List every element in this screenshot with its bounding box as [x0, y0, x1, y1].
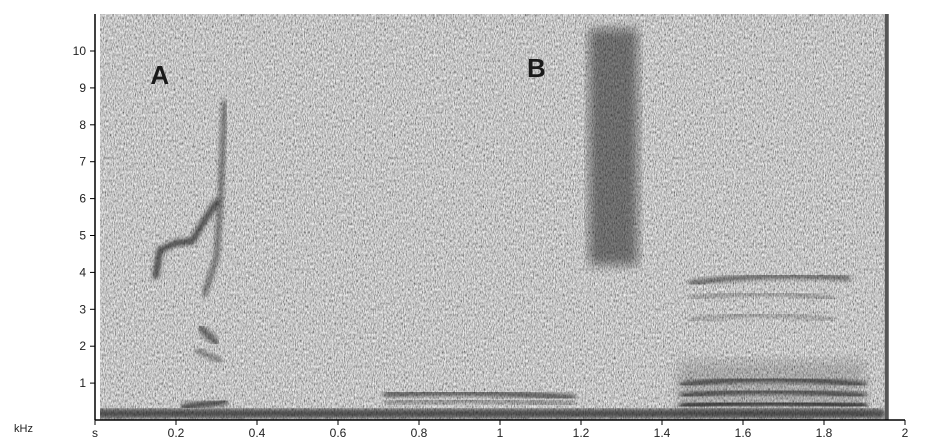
x-tick-label: 0.2: [168, 426, 185, 440]
low-energy-area: [678, 360, 865, 413]
energy-band: [180, 398, 229, 411]
y-tick-label: 9: [79, 81, 86, 95]
x-tick-label: 1.6: [735, 426, 752, 440]
annotation-label: A: [150, 60, 169, 90]
x-tick-label: 1.4: [654, 426, 671, 440]
y-tick-label: 5: [79, 229, 86, 243]
energy-band: [687, 273, 851, 286]
x-axis-ticks: s 0.2 0.4 0.6 0.8 1 1.2 1.4 1.6 1.8 2: [92, 420, 909, 440]
right-border: [884, 14, 889, 420]
y-tick-label: 10: [73, 44, 87, 58]
y-tick-label: 6: [79, 192, 86, 206]
energy-band: [383, 389, 576, 401]
energy-band: [201, 100, 228, 298]
energy-band: [196, 324, 220, 347]
energy-layer: [100, 28, 885, 419]
baseline-band: [100, 408, 885, 419]
y-tick-label: 3: [79, 302, 86, 316]
annotation-label: B: [527, 53, 546, 83]
y-axis-ticks: 1 2 3 4 5 6 7 8 9 10: [73, 44, 95, 390]
energy-band: [688, 313, 834, 322]
x-tick-label: 0.6: [330, 426, 347, 440]
x-tick-label: s: [92, 426, 98, 440]
noise-background: [100, 14, 885, 420]
y-tick-label: 4: [79, 265, 86, 279]
x-tick-label: 0.4: [249, 426, 266, 440]
energy-band: [384, 398, 575, 407]
energy-band: [688, 292, 834, 300]
x-tick-label: 0.8: [411, 426, 428, 440]
y-tick-label: 8: [79, 118, 86, 132]
fricative-burst: [589, 28, 638, 266]
plot-area: [100, 14, 885, 420]
y-unit-label: kHz: [14, 423, 33, 435]
x-tick-label: 1: [497, 426, 504, 440]
x-tick-label: 1.2: [573, 426, 590, 440]
x-tick-label: 2: [902, 426, 909, 440]
energy-band: [193, 347, 224, 364]
y-tick-label: 1: [79, 376, 86, 390]
y-tick-label: 7: [79, 155, 86, 169]
x-tick-label: 1.8: [816, 426, 833, 440]
energy-band: [152, 199, 220, 280]
y-tick-label: 2: [79, 339, 86, 353]
